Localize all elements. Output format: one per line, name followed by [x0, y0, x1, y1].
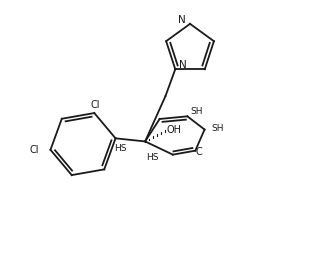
Text: HS: HS [146, 153, 158, 162]
Text: SH: SH [191, 107, 203, 116]
Text: N: N [178, 15, 186, 25]
Text: Cl: Cl [30, 145, 39, 155]
Text: C: C [196, 147, 203, 157]
Text: Cl: Cl [91, 100, 100, 110]
Text: HS: HS [114, 144, 127, 152]
Text: SH: SH [211, 124, 224, 133]
Text: N: N [179, 60, 187, 70]
Text: OH: OH [166, 124, 181, 135]
